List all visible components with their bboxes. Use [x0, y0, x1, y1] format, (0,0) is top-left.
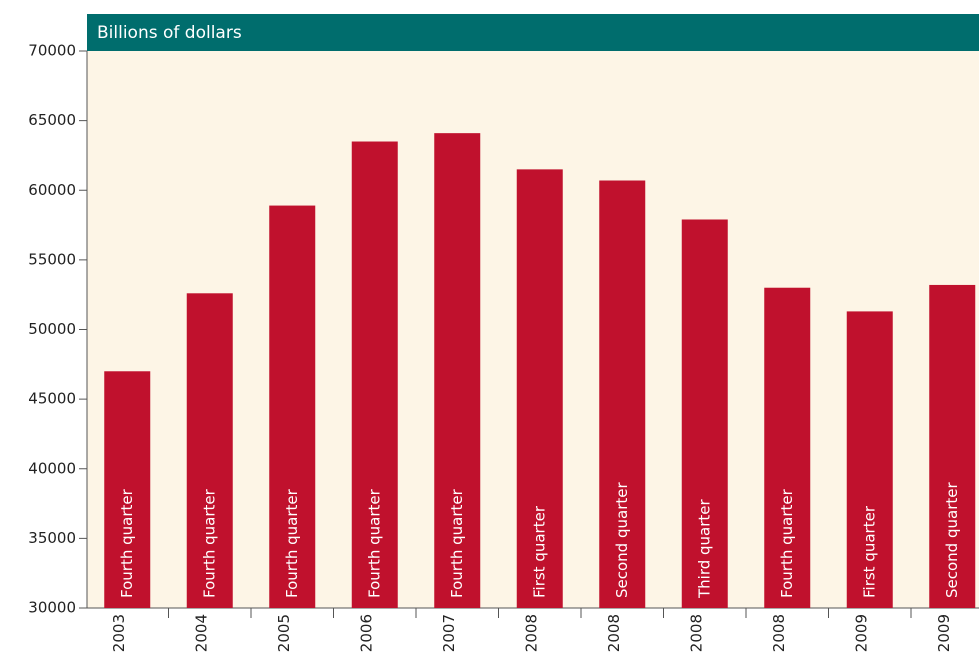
bar	[846, 311, 893, 608]
x-tick-label: 2008	[605, 614, 623, 652]
bar	[516, 169, 563, 609]
quarter-label: First quarter	[530, 505, 548, 598]
y-tick-label: 65000	[28, 111, 76, 129]
header-band	[87, 14, 979, 51]
quarter-label: First quarter	[860, 505, 878, 598]
quarter-label: Fourth quarter	[778, 488, 796, 598]
quarter-label: Fourth quarter	[283, 488, 301, 598]
y-tick-label: 50000	[28, 320, 76, 338]
quarter-label: Fourth quarter	[365, 488, 383, 598]
x-tick-label: 2003	[110, 614, 128, 652]
x-tick-label: 2008	[770, 614, 788, 652]
bar	[599, 180, 646, 608]
x-tick-label: 2009	[935, 614, 953, 652]
quarter-label: Fourth quarter	[118, 488, 136, 598]
bar	[104, 371, 151, 608]
x-tick-label: 2008	[522, 614, 540, 652]
x-tick-label: 2007	[440, 614, 458, 652]
x-tick-label: 2006	[357, 614, 375, 652]
y-tick-label: 40000	[28, 459, 76, 477]
y-tick-label: 30000	[28, 599, 76, 617]
subtitle: Billions of dollars	[97, 23, 242, 43]
y-tick-label: 60000	[28, 181, 76, 199]
bar	[186, 293, 233, 608]
bar	[269, 205, 316, 608]
y-tick-label: 55000	[28, 250, 76, 268]
y-tick-label: 70000	[28, 42, 76, 60]
bar	[929, 284, 976, 608]
bar	[351, 141, 398, 608]
bar	[681, 219, 728, 608]
x-tick-label: 2005	[275, 614, 293, 652]
quarter-label: Second quarter	[943, 482, 961, 598]
bar	[434, 133, 481, 608]
x-tick-label: 2008	[687, 614, 705, 652]
quarter-label: Second quarter	[613, 482, 631, 598]
quarter-label: Fourth quarter	[200, 488, 218, 598]
quarter-label: Fourth quarter	[448, 488, 466, 598]
x-tick-label: 2004	[192, 614, 210, 652]
y-tick-label: 45000	[28, 390, 76, 408]
x-tick-label: 2009	[852, 614, 870, 652]
quarter-label: Third quarter	[695, 498, 713, 599]
y-tick-label: 35000	[28, 529, 76, 547]
bar	[764, 287, 811, 608]
